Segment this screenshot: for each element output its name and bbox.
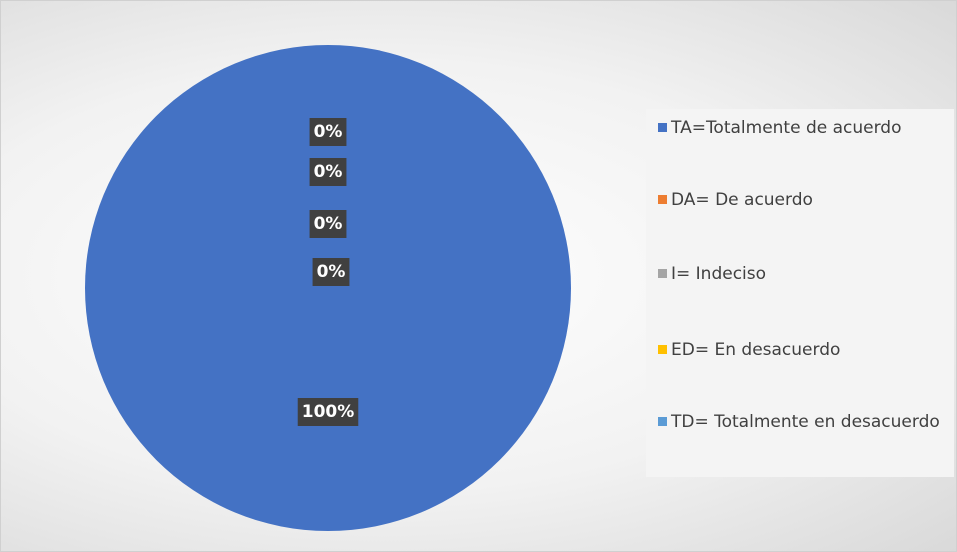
legend-item: TD= Totalmente en desacuerdo (658, 409, 948, 435)
data-label-box (309, 210, 347, 238)
legend-item: ED= En desacuerdo (658, 337, 948, 363)
legend-label: TA=Totalmente de acuerdo (671, 118, 902, 138)
data-label: 0% (314, 162, 343, 182)
legend-swatch (658, 123, 667, 132)
data-label: 0% (314, 214, 343, 234)
legend-swatch (658, 269, 667, 278)
data-label: 0% (314, 122, 343, 142)
legend-swatch (658, 345, 667, 354)
legend-item: DA= De acuerdo (658, 187, 948, 213)
legend-label: TD= Totalmente en desacuerdo (671, 412, 940, 432)
legend-swatch (658, 417, 667, 426)
data-label: 100% (302, 402, 355, 422)
legend-label: DA= De acuerdo (671, 190, 813, 210)
legend-label: I= Indeciso (671, 264, 767, 284)
data-label-box (309, 118, 347, 146)
data-label-box (297, 398, 359, 426)
data-label-box (312, 258, 350, 286)
pie-slice (85, 45, 571, 531)
legend: TA=Totalmente de acuerdo DA= De acuerdo I=… (646, 109, 954, 477)
legend-swatch (658, 195, 667, 204)
legend-item: I= Indeciso (658, 261, 948, 287)
data-label: 0% (317, 262, 346, 282)
legend-label: ED= En desacuerdo (671, 340, 841, 360)
data-label-box (309, 158, 347, 186)
legend-item: TA=Totalmente de acuerdo (658, 115, 948, 141)
